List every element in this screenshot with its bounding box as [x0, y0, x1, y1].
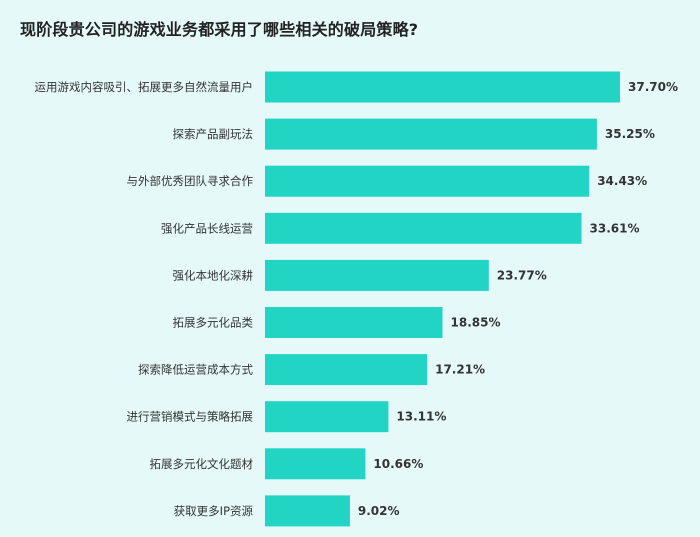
category-label-4: 强化产品长线运营: [161, 221, 253, 235]
bar-7: [265, 354, 428, 386]
bar-1: [265, 71, 620, 103]
category-label-6: 拓展多元化品类: [173, 316, 254, 330]
chart-title: 现阶段贵公司的游戏业务都采用了哪些相关的破局策略?: [20, 20, 419, 39]
value-label-9: 10.66%: [373, 457, 423, 471]
category-labels-group: 运用游戏内容吸引、拓展更多自然流量用户探索产品副玩法与外部优秀团队寻求合作强化产…: [35, 80, 254, 518]
category-label-2: 探索产品副玩法: [173, 127, 254, 141]
bar-6: [265, 307, 443, 338]
category-label-9: 拓展多元化文化题材: [150, 457, 254, 471]
value-label-5: 23.77%: [497, 268, 547, 282]
value-label-4: 33.61%: [590, 221, 640, 235]
bar-3: [265, 165, 590, 197]
value-label-8: 13.11%: [396, 410, 446, 424]
category-label-10: 获取更多IP资源: [174, 504, 254, 518]
bars-group: [265, 71, 620, 527]
category-label-5: 强化本地化深耕: [173, 268, 254, 282]
bar-10: [265, 495, 350, 527]
bar-2: [265, 118, 597, 150]
category-label-8: 进行营销模式与策略拓展: [127, 410, 254, 424]
value-label-3: 34.43%: [597, 174, 647, 188]
bar-5: [265, 259, 489, 291]
bar-8: [265, 401, 389, 433]
bar-4: [265, 212, 582, 244]
value-label-10: 9.02%: [358, 504, 400, 518]
category-label-7: 探索降低运营成本方式: [138, 363, 253, 377]
value-label-6: 18.85%: [451, 316, 501, 330]
value-label-7: 17.21%: [435, 363, 485, 377]
category-label-3: 与外部优秀团队寻求合作: [127, 174, 254, 188]
value-label-2: 35.25%: [605, 127, 655, 141]
category-label-1: 运用游戏内容吸引、拓展更多自然流量用户: [35, 80, 254, 94]
value-label-1: 37.70%: [628, 80, 678, 94]
bar-9: [265, 448, 366, 480]
value-labels-group: 37.70% 35.25% 34.43% 33.61% 23.77% 18.85% 17.2…: [358, 80, 678, 518]
